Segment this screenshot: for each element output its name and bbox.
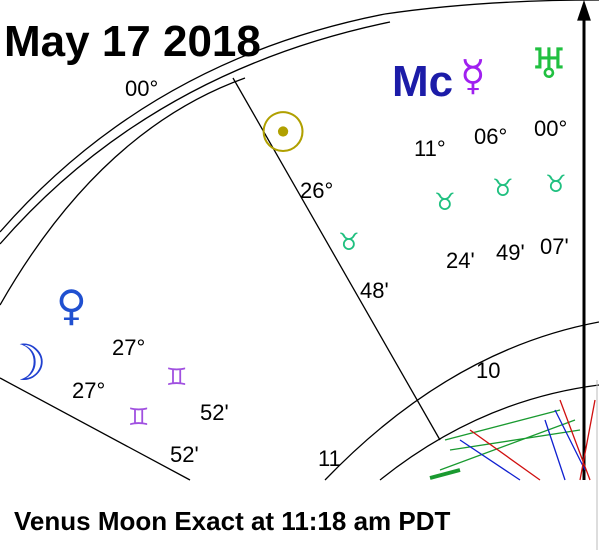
house-cusp	[0, 377, 191, 481]
sign-glyph: ♊	[166, 363, 188, 391]
chart-wheel	[0, 0, 599, 481]
house-number: 10	[476, 358, 500, 383]
outer-ring	[0, 13, 386, 233]
inner-ring	[0, 77, 246, 306]
aspect-glyph	[429, 468, 461, 480]
planet-glyph: ♅	[530, 39, 568, 88]
minute: 07'	[540, 234, 569, 259]
house-cusp	[232, 77, 441, 441]
aspect-line	[439, 409, 581, 471]
caption: Venus Moon Exact at 11:18 am PDT	[14, 506, 450, 536]
aspect-line	[459, 409, 586, 481]
sign-glyph: ♉	[545, 170, 567, 198]
planet-glyph: ☿	[460, 51, 486, 100]
minute: 52'	[200, 400, 229, 425]
outer-ring	[384, 0, 599, 15]
mc-glyph: Mc	[392, 57, 453, 106]
minute: 49'	[496, 240, 525, 265]
degree: 06°	[474, 124, 507, 149]
cusp-label: 00°	[125, 76, 158, 101]
aspect-lines	[429, 399, 596, 481]
aspect-ring	[379, 384, 599, 481]
degree: 11°	[414, 136, 446, 161]
planet-glyph: ☽	[2, 334, 47, 392]
sign-glyph: ♉	[434, 188, 456, 216]
house-ring	[324, 321, 599, 481]
planet-glyph: ♀	[56, 281, 87, 330]
caption-band	[0, 482, 599, 550]
sign-glyph: ♉	[338, 228, 360, 256]
degree: 26°	[300, 178, 333, 203]
minute: 24'	[446, 248, 475, 273]
degree: 27°	[72, 378, 105, 403]
sign-glyph: ♉	[492, 174, 514, 202]
aspect-line	[469, 399, 596, 481]
outer-ring	[0, 21, 391, 245]
degree: 00°	[534, 116, 567, 141]
sign-glyph: ♊	[128, 403, 150, 431]
house-number: 11	[318, 446, 341, 471]
date-title: May 17 2018	[4, 17, 261, 66]
minute: 52'	[170, 442, 199, 467]
minute: 48'	[360, 278, 389, 303]
degree: 27°	[112, 335, 145, 360]
planet-glyph: ☉	[258, 101, 308, 166]
mc-arrow	[577, 0, 591, 21]
